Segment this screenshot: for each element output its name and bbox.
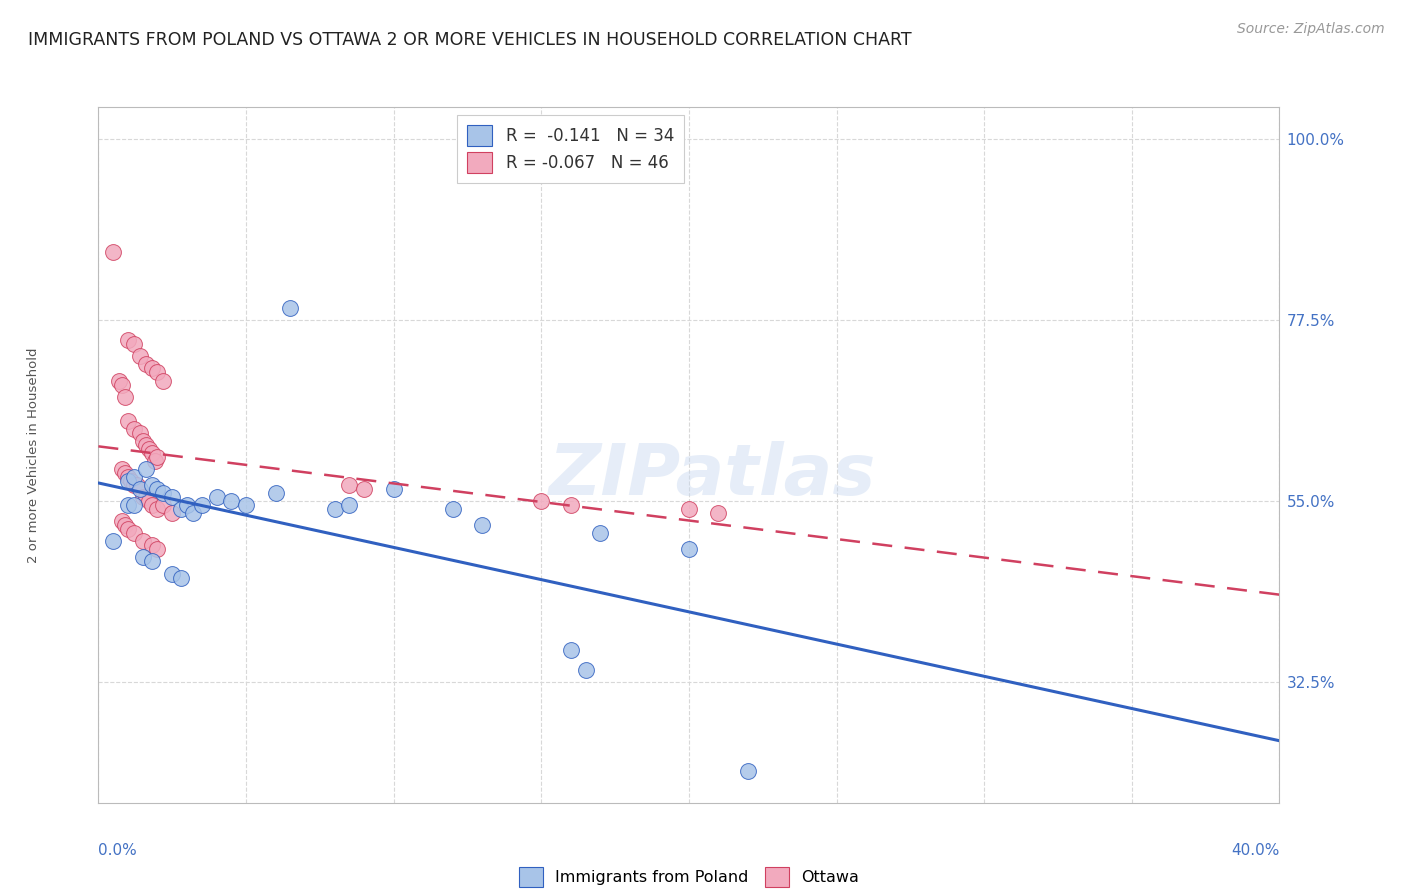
Point bbox=[162, 506, 184, 520]
Point bbox=[117, 334, 139, 348]
Point bbox=[111, 462, 134, 476]
Point bbox=[132, 434, 155, 448]
Point bbox=[146, 502, 169, 516]
Point bbox=[135, 438, 157, 452]
Point bbox=[471, 518, 494, 533]
Point bbox=[135, 358, 157, 372]
Point bbox=[737, 764, 759, 778]
Point bbox=[122, 470, 145, 484]
Point bbox=[146, 482, 169, 496]
Point bbox=[103, 244, 125, 259]
Point bbox=[339, 478, 361, 492]
Point bbox=[707, 506, 730, 520]
Point bbox=[108, 374, 131, 388]
Point bbox=[114, 518, 136, 533]
Point bbox=[120, 474, 142, 488]
Point bbox=[141, 538, 163, 552]
Point bbox=[170, 571, 193, 585]
Point bbox=[117, 414, 139, 428]
Point bbox=[138, 494, 160, 508]
Point bbox=[111, 377, 134, 392]
Point bbox=[111, 514, 134, 528]
Point bbox=[221, 494, 243, 508]
Point bbox=[103, 534, 125, 549]
Point bbox=[132, 550, 155, 565]
Point bbox=[162, 566, 184, 581]
Point bbox=[117, 522, 139, 536]
Point bbox=[138, 442, 160, 456]
Point bbox=[146, 542, 169, 557]
Point bbox=[128, 482, 150, 496]
Point bbox=[114, 466, 136, 480]
Point bbox=[441, 502, 464, 516]
Point bbox=[117, 470, 139, 484]
Point bbox=[235, 498, 257, 512]
Point bbox=[135, 490, 157, 504]
Point bbox=[264, 486, 287, 500]
Point bbox=[141, 446, 163, 460]
Point bbox=[678, 542, 700, 557]
Point bbox=[323, 502, 346, 516]
Point bbox=[280, 301, 302, 315]
Point bbox=[560, 498, 582, 512]
Point bbox=[353, 482, 375, 496]
Point bbox=[152, 486, 174, 500]
Point bbox=[560, 643, 582, 657]
Point bbox=[117, 498, 139, 512]
Point bbox=[530, 494, 553, 508]
Point bbox=[128, 350, 150, 364]
Point bbox=[205, 490, 228, 504]
Point bbox=[141, 554, 163, 568]
Point bbox=[114, 390, 136, 404]
Point bbox=[141, 498, 163, 512]
Point bbox=[575, 663, 598, 677]
Text: IMMIGRANTS FROM POLAND VS OTTAWA 2 OR MORE VEHICLES IN HOUSEHOLD CORRELATION CHA: IMMIGRANTS FROM POLAND VS OTTAWA 2 OR MO… bbox=[28, 31, 911, 49]
Point bbox=[678, 502, 700, 516]
Text: Source: ZipAtlas.com: Source: ZipAtlas.com bbox=[1237, 22, 1385, 37]
Point bbox=[191, 498, 214, 512]
Point bbox=[125, 478, 148, 492]
Point bbox=[589, 526, 612, 541]
Point bbox=[382, 482, 405, 496]
Point bbox=[122, 526, 145, 541]
Point bbox=[143, 454, 166, 468]
Point bbox=[122, 337, 145, 351]
Text: ZIPatlas: ZIPatlas bbox=[548, 442, 876, 510]
Point bbox=[128, 425, 150, 440]
Point bbox=[117, 474, 139, 488]
Point bbox=[122, 422, 145, 436]
Point bbox=[132, 534, 155, 549]
Point bbox=[146, 450, 169, 464]
Point bbox=[141, 478, 163, 492]
Point bbox=[122, 498, 145, 512]
Point bbox=[170, 502, 193, 516]
Point bbox=[122, 478, 145, 492]
Text: 0.0%: 0.0% bbox=[98, 843, 138, 858]
Text: 2 or more Vehicles in Household: 2 or more Vehicles in Household bbox=[27, 347, 39, 563]
Point bbox=[141, 361, 163, 376]
Point bbox=[152, 498, 174, 512]
Point bbox=[152, 374, 174, 388]
Point bbox=[176, 498, 198, 512]
Point bbox=[135, 462, 157, 476]
Legend: Immigrants from Poland, Ottawa: Immigrants from Poland, Ottawa bbox=[510, 860, 868, 892]
Point bbox=[181, 506, 204, 520]
Point bbox=[339, 498, 361, 512]
Text: 40.0%: 40.0% bbox=[1232, 843, 1279, 858]
Point bbox=[132, 490, 155, 504]
Point bbox=[162, 490, 184, 504]
Point bbox=[146, 366, 169, 380]
